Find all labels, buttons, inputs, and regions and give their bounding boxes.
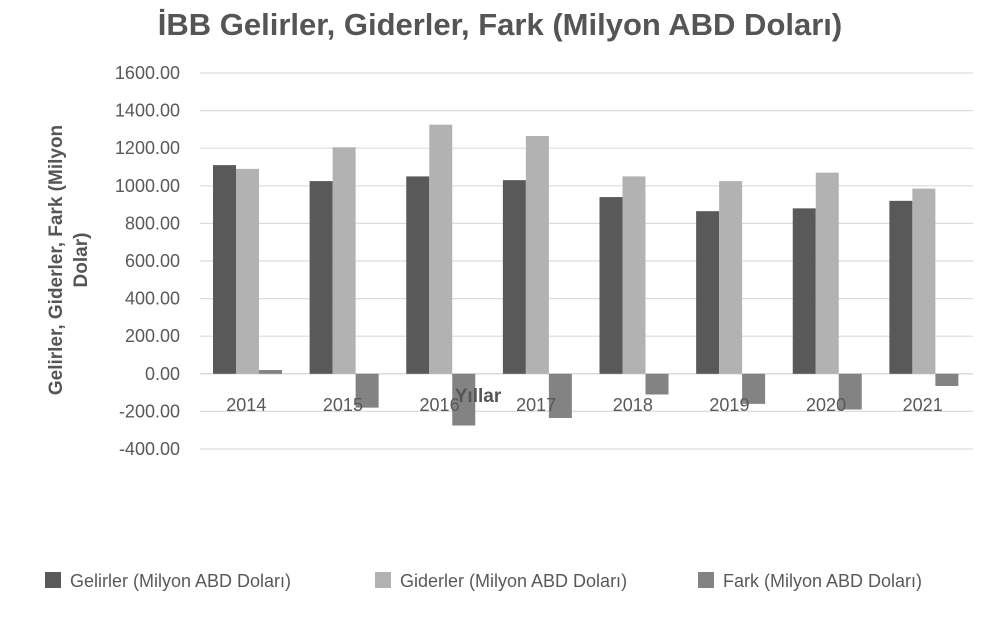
x-axis-title: Yıllar [455, 386, 502, 407]
y-tick-label: 1400.00 [115, 101, 180, 121]
x-tick-label: 2017 [516, 395, 556, 415]
x-tick-label: 2018 [613, 395, 653, 415]
y-tick-label: 600.00 [125, 251, 180, 271]
x-tick-label: 2020 [806, 395, 846, 415]
bar [622, 176, 646, 374]
bar [696, 211, 720, 374]
y-axis-title: Gelirler, Giderler, Fark (Milyon Dolar) [46, 125, 92, 395]
bar [815, 172, 839, 374]
legend-swatch [698, 572, 714, 588]
y-tick-label: -400.00 [119, 439, 180, 459]
bar [548, 373, 572, 418]
bar [719, 181, 743, 374]
y-tick-label: 200.00 [125, 326, 180, 346]
y-axis-title-line: Gelirler, Giderler, Fark (Milyon [46, 125, 67, 395]
legend-label: Giderler (Milyon ABD Doları) [400, 571, 627, 591]
bar [912, 188, 936, 374]
bar [792, 208, 816, 374]
x-tick-label: 2014 [226, 395, 266, 415]
bar [429, 124, 453, 374]
y-tick-labels: 1600.00 1400.00 1200.00 1000.00 800.00 600.00… [115, 63, 180, 459]
bar [332, 147, 356, 374]
bar [406, 176, 430, 374]
chart-title: İBB Gelirler, Giderler, Fark (Milyon ABD… [158, 7, 842, 42]
y-tick-label: 800.00 [125, 213, 180, 233]
bar [838, 373, 862, 410]
y-tick-label: -200.00 [119, 401, 180, 421]
legend-swatch [375, 572, 391, 588]
bar [525, 135, 549, 374]
y-tick-label: 400.00 [125, 289, 180, 309]
bar [213, 165, 236, 374]
legend-swatch [45, 572, 61, 588]
legend-label: Fark (Milyon ABD Doları) [723, 571, 922, 591]
legend: Gelirler (Milyon ABD Doları) Giderler (Mi… [45, 571, 922, 591]
bar [309, 181, 333, 374]
x-tick-label: 2015 [323, 395, 363, 415]
y-tick-label: 1200.00 [115, 138, 180, 158]
legend-label: Gelirler (Milyon ABD Doları) [70, 571, 291, 591]
y-tick-label: 0.00 [145, 364, 180, 384]
x-tick-label: 2021 [903, 395, 943, 415]
bar [259, 370, 282, 374]
bar [355, 373, 379, 408]
bar [935, 373, 959, 387]
x-tick-label: 2016 [420, 395, 460, 415]
bar [645, 373, 669, 395]
y-tick-label: 1600.00 [115, 63, 180, 83]
bar [742, 373, 766, 404]
x-tick-label: 2019 [709, 395, 749, 415]
bars [213, 124, 959, 426]
bar [502, 180, 526, 374]
bar [236, 168, 259, 374]
bar [889, 200, 913, 374]
y-tick-label: 1000.00 [115, 176, 180, 196]
x-tick-labels: 2014 2015 2016 2017 2018 2019 2020 2021 [226, 395, 942, 415]
bar [599, 197, 623, 374]
y-axis-title-line: Dolar) [71, 233, 92, 288]
bar [452, 373, 476, 426]
